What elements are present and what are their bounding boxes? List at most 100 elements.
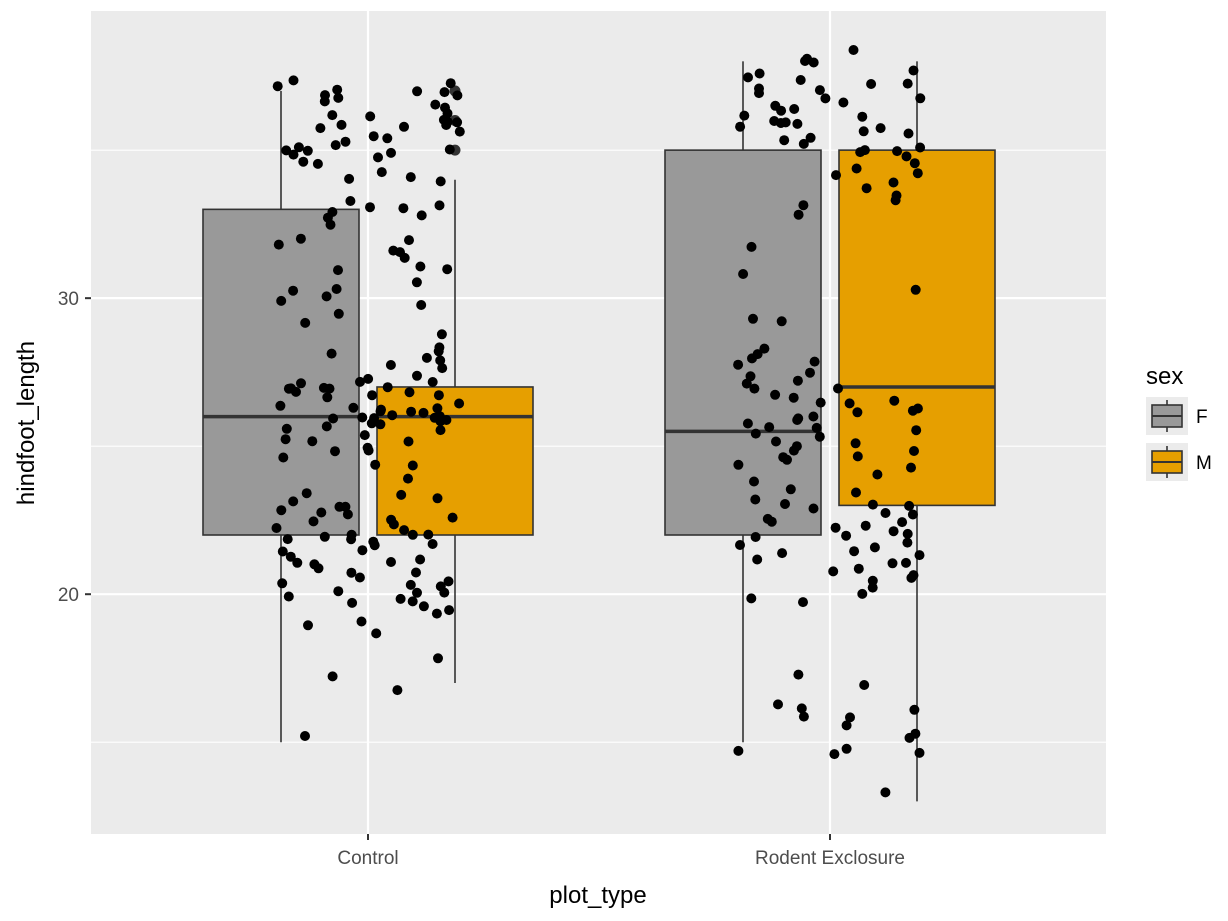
data-point xyxy=(319,531,330,542)
data-point xyxy=(405,172,416,183)
data-point xyxy=(333,308,344,319)
data-point xyxy=(888,526,899,537)
data-point xyxy=(439,587,450,598)
data-point xyxy=(404,387,415,398)
data-point xyxy=(796,703,807,714)
box-m-control xyxy=(376,85,534,684)
data-point xyxy=(354,572,365,583)
data-point xyxy=(909,158,920,169)
data-point xyxy=(454,126,465,137)
data-point xyxy=(752,554,763,565)
data-point xyxy=(853,563,864,574)
data-point xyxy=(793,209,804,220)
data-point xyxy=(788,445,799,456)
data-point xyxy=(433,653,443,664)
data-point xyxy=(321,291,332,302)
data-point xyxy=(293,142,304,153)
data-point xyxy=(454,398,465,409)
data-point xyxy=(793,669,804,680)
data-point xyxy=(370,459,381,470)
data-point xyxy=(346,534,357,545)
data-point xyxy=(407,596,418,607)
data-point xyxy=(331,284,342,294)
data-point xyxy=(399,525,410,536)
data-point xyxy=(277,578,288,589)
data-point xyxy=(855,147,866,158)
data-point xyxy=(278,452,289,463)
data-point xyxy=(412,587,422,598)
data-point xyxy=(914,550,925,561)
data-point xyxy=(430,99,441,110)
data-point xyxy=(777,548,788,559)
data-point xyxy=(910,284,921,295)
box-body xyxy=(202,208,360,536)
data-point xyxy=(359,430,370,441)
data-point xyxy=(271,523,282,533)
data-point xyxy=(433,346,444,357)
data-point xyxy=(852,451,863,462)
legend-key-f: F xyxy=(1146,397,1208,435)
data-point xyxy=(792,118,803,129)
data-point xyxy=(858,126,869,137)
data-point xyxy=(357,412,368,423)
data-point xyxy=(435,355,446,366)
data-point xyxy=(785,484,796,495)
data-point xyxy=(750,494,761,505)
data-point xyxy=(312,158,323,169)
data-point xyxy=(852,407,863,418)
data-point xyxy=(330,140,341,151)
data-point xyxy=(324,383,335,394)
data-point xyxy=(285,551,296,562)
data-point xyxy=(342,509,353,520)
data-point xyxy=(315,123,326,134)
legend-key-m: M xyxy=(1146,443,1212,481)
data-point xyxy=(829,749,840,760)
data-point xyxy=(399,121,409,132)
data-point xyxy=(334,501,345,512)
data-point xyxy=(907,509,918,520)
data-point xyxy=(435,416,446,427)
data-point xyxy=(307,436,318,447)
data-point xyxy=(412,370,422,381)
data-point xyxy=(754,88,764,99)
data-point xyxy=(897,517,908,528)
data-point xyxy=(841,530,852,541)
data-point xyxy=(844,398,855,409)
data-point xyxy=(412,86,423,97)
data-point xyxy=(859,680,870,690)
jitter-points-layer xyxy=(271,45,926,798)
box-body xyxy=(838,149,996,507)
x-tick-label: Rodent Exclosure xyxy=(755,848,905,869)
data-point xyxy=(445,78,456,89)
data-point xyxy=(330,446,340,457)
data-point xyxy=(333,586,344,597)
y-tick-label: 20 xyxy=(58,585,79,606)
data-point xyxy=(735,540,745,550)
data-point xyxy=(738,269,749,279)
data-point xyxy=(851,487,861,498)
data-point xyxy=(385,360,396,370)
data-point xyxy=(411,277,422,288)
data-point xyxy=(773,699,783,710)
data-point xyxy=(436,329,447,340)
data-point xyxy=(276,505,287,516)
data-point xyxy=(780,499,790,509)
data-point xyxy=(403,473,413,484)
data-point xyxy=(902,528,913,539)
data-point xyxy=(363,445,374,456)
data-point xyxy=(764,422,775,433)
data-point xyxy=(811,422,822,433)
data-point xyxy=(808,503,819,514)
data-point xyxy=(814,431,825,442)
data-point xyxy=(416,300,427,310)
data-point xyxy=(328,413,339,424)
data-point xyxy=(857,588,868,599)
data-point xyxy=(308,516,319,527)
data-point xyxy=(434,200,445,211)
data-point xyxy=(319,96,330,107)
data-point xyxy=(808,411,819,422)
data-point xyxy=(346,567,357,578)
data-point xyxy=(399,252,410,263)
data-point xyxy=(866,79,877,89)
data-point xyxy=(347,597,358,608)
